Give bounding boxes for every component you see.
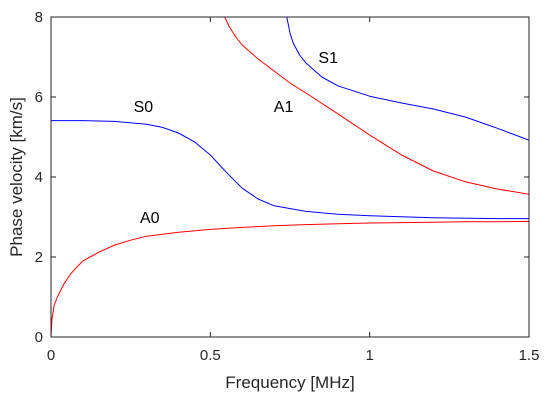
curve-a1	[224, 17, 529, 195]
curve-label-s0: S0	[134, 99, 154, 116]
curve-label-a1: A1	[274, 99, 294, 116]
y-tick-label: 4	[35, 169, 43, 186]
x-tick-label: 1.5	[519, 347, 540, 364]
curve-s0	[51, 120, 529, 220]
curve-s1	[286, 17, 529, 141]
x-axis-title: Frequency [MHz]	[225, 373, 354, 392]
curve-a0	[51, 220, 529, 337]
curve-label-a0: A0	[140, 210, 160, 227]
x-tick-label: 0.5	[200, 347, 221, 364]
x-tick-label: 0	[47, 347, 55, 364]
plot-frame	[50, 16, 530, 338]
y-axis-title: Phase velocity [km/s]	[7, 97, 26, 257]
y-tick-label: 6	[35, 89, 43, 106]
curve-labels-layer: S0 A1 S1 A0	[134, 50, 338, 227]
y-tick-label: 8	[35, 9, 43, 26]
y-tick-label: 0	[35, 329, 43, 346]
curves-layer	[51, 17, 529, 337]
curve-label-s1: S1	[318, 50, 338, 67]
y-axis-ticks: 0 2 4 6 8	[35, 9, 529, 346]
y-tick-label: 2	[35, 249, 43, 266]
x-axis-ticks: 0 0.5 1 1.5	[47, 17, 540, 364]
x-tick-label: 1	[365, 347, 373, 364]
